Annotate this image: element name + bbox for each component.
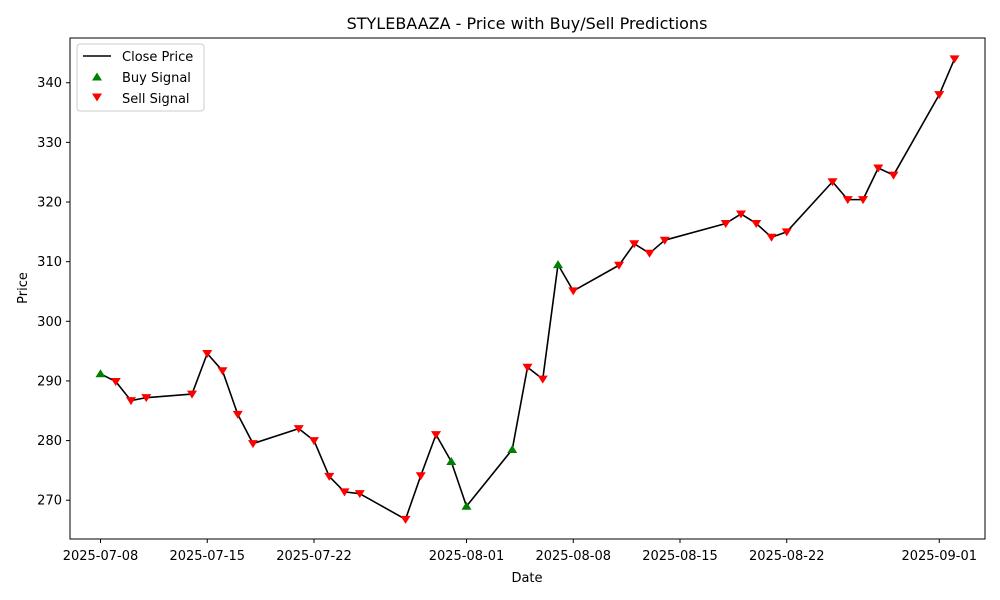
y-tick-label: 300	[37, 315, 62, 330]
sell-signal-marker	[537, 375, 548, 384]
buy-signal-marker	[553, 260, 563, 269]
sell-signal-marker	[415, 472, 426, 481]
y-axis-label: Price	[16, 272, 31, 304]
x-tick-label: 2025-07-15	[169, 549, 245, 564]
sell-signal-marker	[720, 219, 731, 228]
legend-buy-marker	[92, 72, 102, 81]
sell-signal-marker	[202, 350, 213, 359]
legend-sell-marker	[92, 93, 102, 102]
sell-signal-marker	[568, 287, 579, 296]
sell-signal-marker	[522, 363, 533, 372]
sell-signal-marker	[766, 233, 777, 242]
x-tick-label: 2025-07-08	[63, 549, 139, 564]
buy-signal-marker	[95, 369, 106, 378]
sell-signal-marker	[751, 219, 762, 228]
y-tick-label: 290	[37, 374, 62, 389]
sell-signal-marker	[324, 472, 335, 481]
buy-signal-marker	[446, 456, 457, 465]
close-price-line	[100, 58, 956, 521]
y-tick-label: 340	[37, 76, 62, 91]
axis-ticks: 2025-07-08 2025-07-15 2025-07-22 2025-08-01…	[37, 76, 977, 564]
sell-signal-marker	[354, 490, 365, 499]
y-tick-label: 320	[37, 196, 62, 211]
x-tick-label: 2025-08-15	[642, 549, 718, 564]
sell-signal-marker	[659, 236, 670, 245]
x-tick-label: 2025-08-22	[749, 549, 825, 564]
x-tick-label: 2025-08-01	[429, 549, 505, 564]
sell-signal-marker	[248, 440, 258, 449]
sell-signal-marker	[141, 394, 152, 403]
buy-signal-marker	[507, 445, 518, 454]
x-tick-label: 2025-08-08	[535, 549, 611, 564]
buy-signal-marker	[461, 501, 472, 510]
legend-label-buy: Buy Signal	[122, 71, 191, 86]
sell-signal-marker	[949, 55, 960, 64]
x-axis-label: Date	[511, 571, 542, 586]
sell-signal-marker	[339, 488, 350, 497]
sell-signal-marker	[842, 196, 853, 205]
legend-label-close: Close Price	[122, 50, 193, 65]
legend-label-sell: Sell Signal	[122, 92, 190, 107]
sell-signal-marker	[400, 515, 411, 524]
sell-signal-marker	[934, 91, 945, 100]
sell-signal-marker	[232, 410, 243, 419]
x-tick-label: 2025-07-22	[276, 549, 352, 564]
sell-signal-marker	[736, 210, 746, 219]
sell-signal-marker	[873, 164, 884, 173]
x-tick-label: 2025-09-01	[901, 549, 977, 564]
sell-signal-marker	[781, 228, 792, 237]
sell-signal-marker	[293, 425, 304, 434]
sell-signal-marker	[858, 196, 868, 205]
y-tick-label: 270	[37, 494, 62, 509]
sell-signal-marker	[126, 397, 136, 406]
axes-frame	[69, 37, 986, 540]
sell-signal-marker	[309, 437, 319, 446]
y-tick-label: 280	[37, 434, 62, 449]
y-tick-label: 330	[37, 136, 62, 151]
y-tick-label: 310	[37, 255, 62, 270]
plot-area	[95, 55, 960, 524]
sell-signal-marker	[431, 431, 441, 440]
sell-signal-marker	[644, 249, 655, 258]
chart-title: STYLEBAAZA - Price with Buy/Sell Predict…	[347, 14, 708, 33]
legend-box	[76, 43, 205, 112]
sell-signal-marker	[888, 171, 899, 180]
sell-signal-marker	[217, 367, 228, 376]
sell-signal-marker	[629, 240, 640, 249]
sell-signal-marker	[110, 378, 121, 387]
sell-signal-marker	[827, 178, 838, 187]
legend: Close Price Buy Signal Sell Signal	[76, 43, 205, 112]
sell-signal-marker	[187, 390, 197, 399]
sell-signal-marker	[614, 261, 624, 270]
